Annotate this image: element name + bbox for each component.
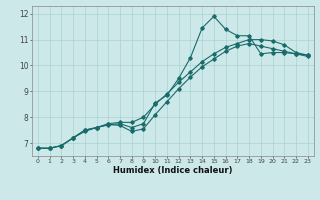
X-axis label: Humidex (Indice chaleur): Humidex (Indice chaleur) <box>113 166 233 175</box>
